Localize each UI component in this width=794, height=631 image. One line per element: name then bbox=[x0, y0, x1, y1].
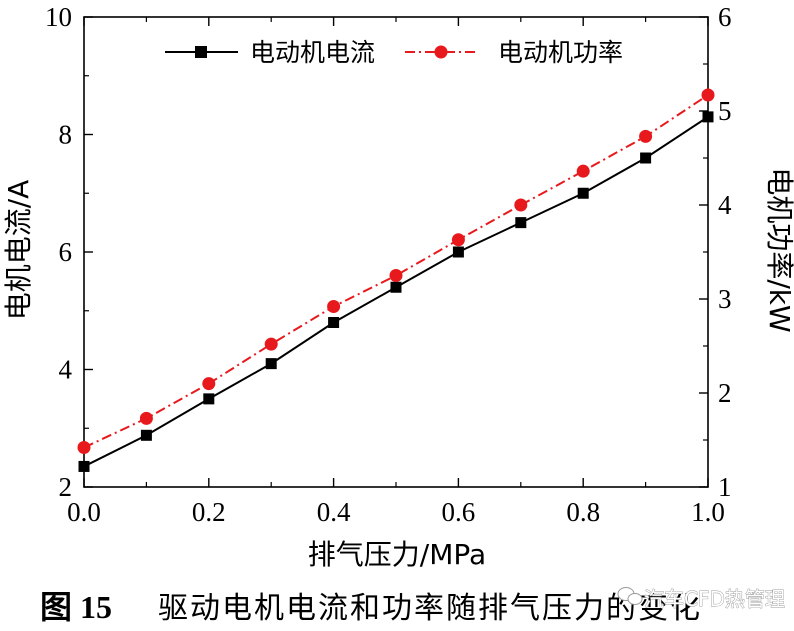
y-right-axis-ticks: 1 2 3 4 5 6 bbox=[699, 2, 732, 502]
data-point bbox=[515, 217, 527, 229]
data-point bbox=[265, 358, 277, 370]
x-tick-label: 1.0 bbox=[691, 497, 725, 527]
series-line bbox=[83, 94, 709, 449]
x-axis-ticks: 0.0 0.2 0.4 0.6 0.8 1.0 bbox=[67, 17, 725, 527]
watermark-text: 汽车CFD热管理 bbox=[644, 587, 785, 611]
legend: 电动机电流 电动机功率 bbox=[165, 38, 623, 67]
watermark: 汽车CFD热管理 bbox=[617, 587, 785, 611]
data-point bbox=[577, 187, 589, 199]
y-left-tick-label: 8 bbox=[59, 120, 73, 150]
data-point bbox=[389, 269, 403, 282]
y-left-axis-title: 电机电流/A bbox=[2, 180, 35, 321]
data-point bbox=[701, 88, 715, 102]
x-tick-label: 0.0 bbox=[67, 497, 101, 527]
y-right-tick-label: 5 bbox=[718, 96, 732, 126]
data-point bbox=[78, 460, 90, 472]
figure-caption: 图 15 驱动电机电流和功率随排气压力的变化 bbox=[40, 589, 702, 626]
data-point bbox=[264, 337, 278, 351]
y-right-axis-title: 电机功率/kW bbox=[763, 167, 794, 332]
data-point bbox=[139, 411, 153, 425]
data-point bbox=[77, 441, 91, 455]
series-current bbox=[78, 111, 714, 472]
y-left-tick-label: 4 bbox=[59, 355, 73, 385]
y-left-tick-label: 10 bbox=[45, 2, 72, 32]
data-point bbox=[140, 429, 152, 441]
wechat-logo-icon bbox=[617, 587, 643, 605]
series-layer bbox=[77, 88, 715, 472]
series-power bbox=[77, 88, 715, 455]
legend-label-current: 电动机电流 bbox=[250, 38, 375, 67]
y-right-tick-label: 3 bbox=[718, 284, 732, 314]
data-point bbox=[640, 152, 652, 164]
x-tick-label: 0.6 bbox=[442, 497, 476, 527]
x-tick-label: 0.2 bbox=[192, 497, 226, 527]
x-tick-label: 0.4 bbox=[317, 497, 351, 527]
y-right-tick-label: 2 bbox=[718, 378, 732, 408]
data-point bbox=[328, 317, 340, 328]
y-left-tick-label: 2 bbox=[59, 472, 73, 502]
data-point bbox=[702, 111, 714, 123]
legend-label-power: 电动机功率 bbox=[498, 38, 623, 67]
data-point bbox=[203, 393, 215, 405]
y-right-tick-label: 6 bbox=[718, 2, 732, 32]
x-tick-label: 0.8 bbox=[566, 497, 600, 527]
y-left-tick-label: 6 bbox=[59, 237, 73, 267]
data-point bbox=[576, 164, 590, 178]
caption-number: 图 15 bbox=[40, 589, 112, 625]
x-axis-title: 排气压力/MPa bbox=[308, 538, 486, 571]
data-point bbox=[202, 377, 216, 391]
y-left-axis-ticks: 2 4 6 8 10 bbox=[45, 2, 93, 502]
y-right-tick-label: 4 bbox=[718, 190, 732, 220]
data-point bbox=[514, 198, 528, 212]
data-point bbox=[327, 300, 341, 314]
legend-marker-current bbox=[195, 46, 207, 58]
data-point bbox=[451, 233, 465, 247]
data-point bbox=[639, 129, 653, 143]
y-right-tick-label: 1 bbox=[718, 472, 732, 502]
data-point bbox=[390, 281, 402, 293]
caption-text: 驱动电机电流和功率随排气压力的变化 bbox=[158, 591, 702, 626]
data-point bbox=[452, 246, 464, 258]
legend-marker-power bbox=[434, 45, 448, 59]
